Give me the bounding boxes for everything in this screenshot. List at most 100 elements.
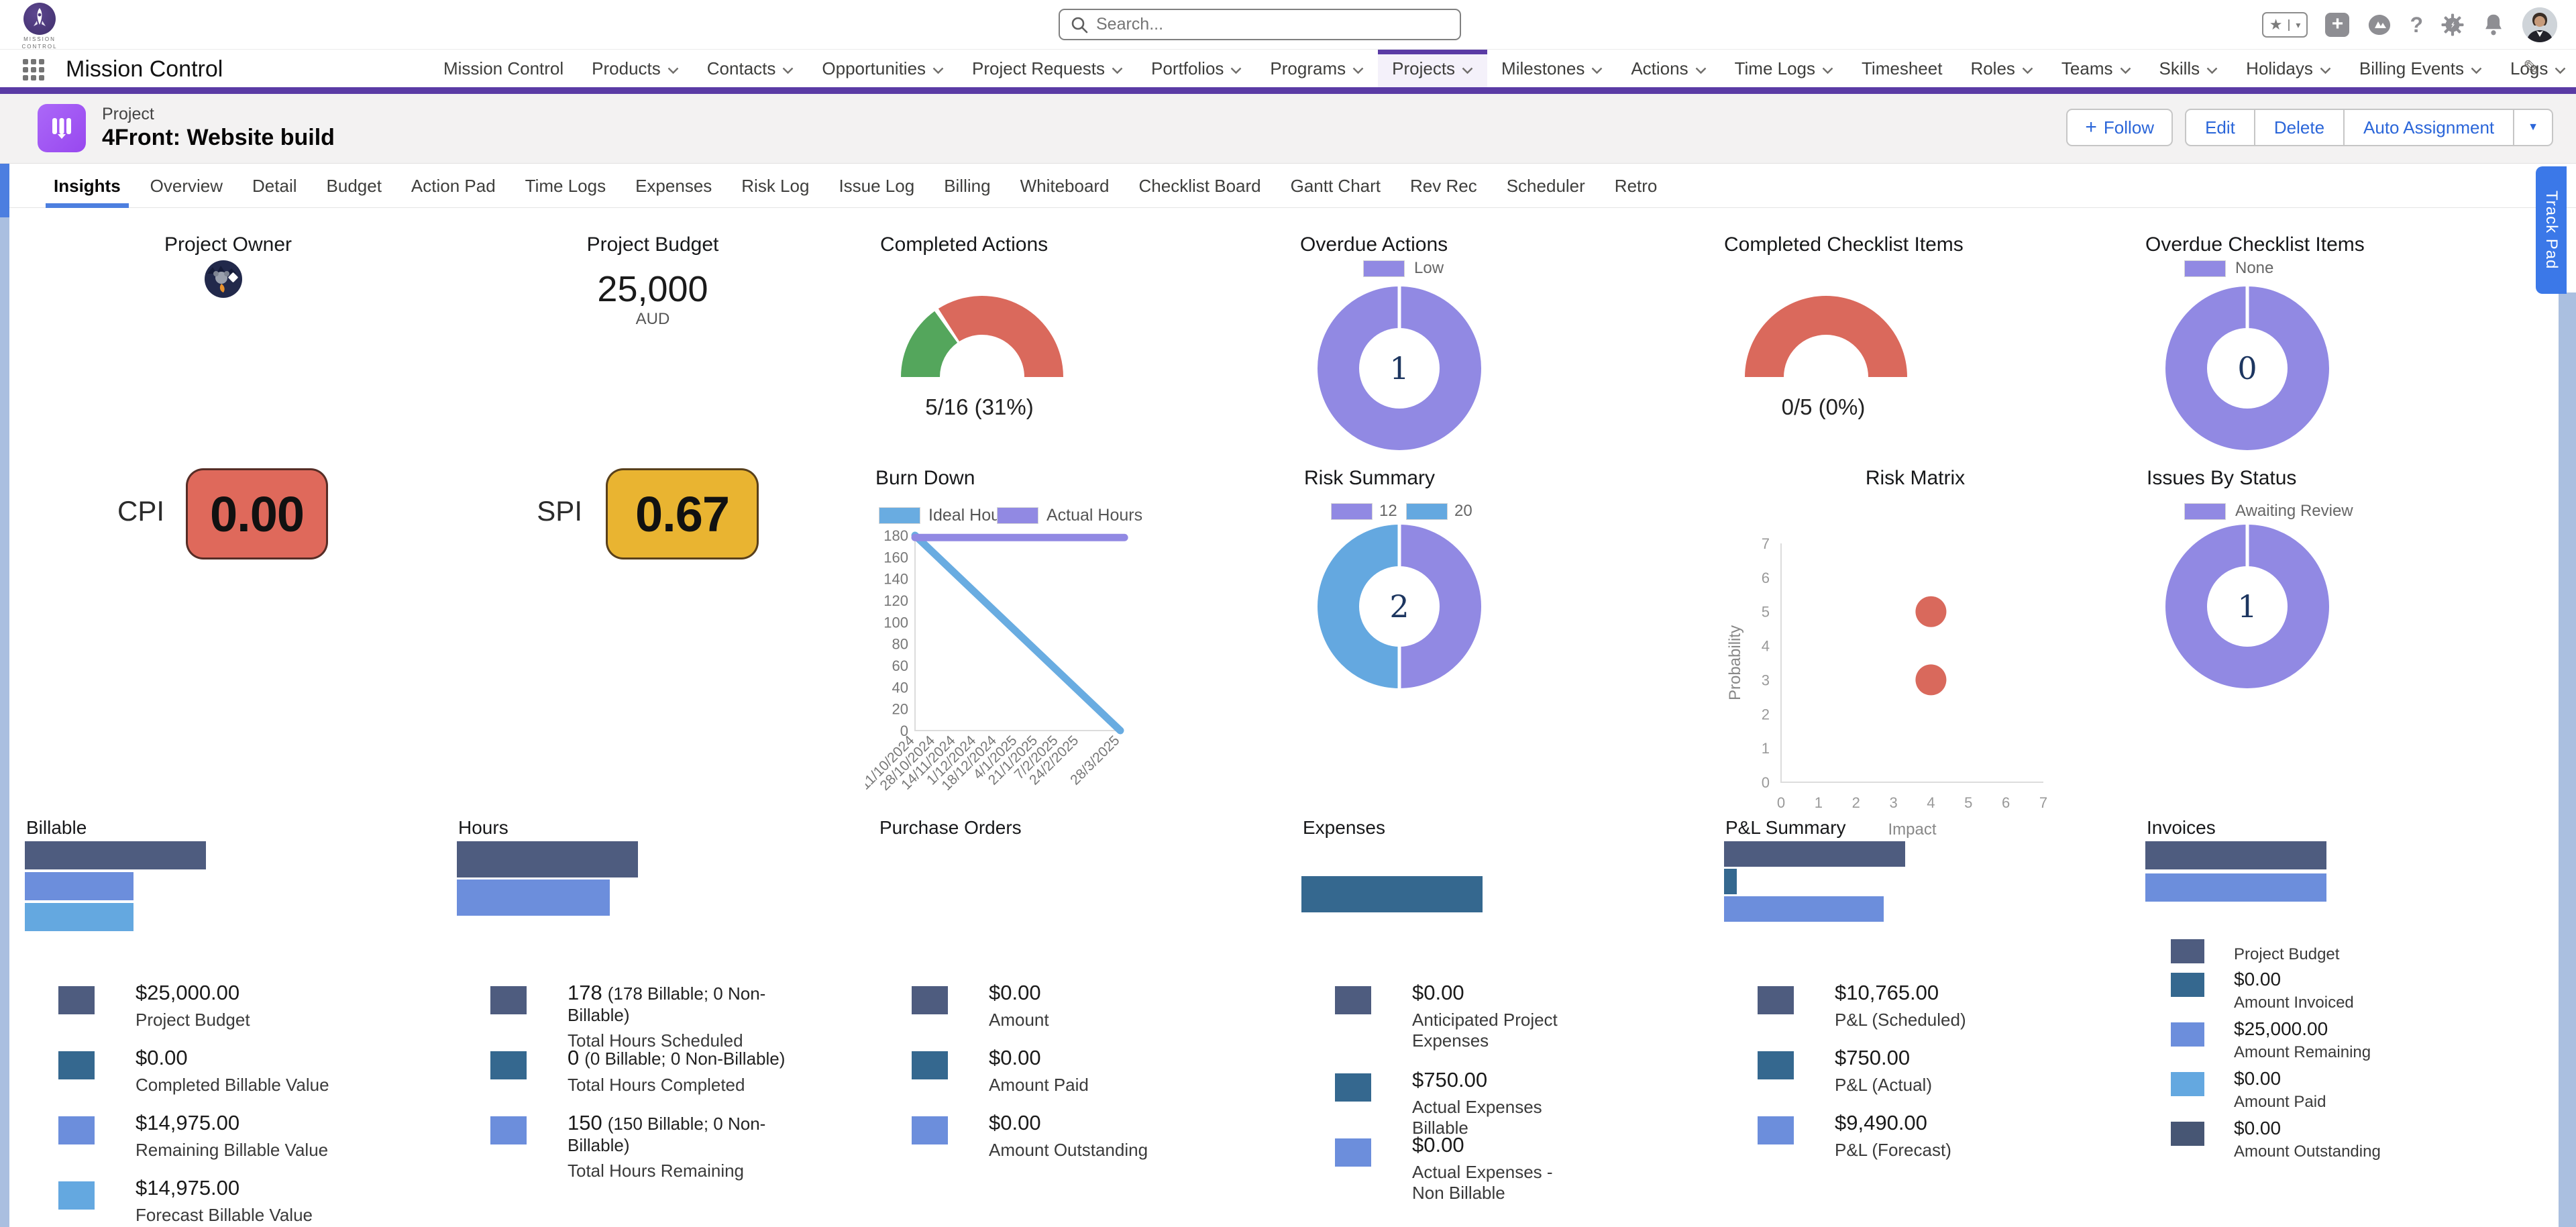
nav-item-mission-control[interactable]: Mission Control	[429, 50, 578, 87]
legend-value: 150	[568, 1111, 602, 1134]
hours-legend-item: 0 (0 Billable; 0 Non-Billable) Total Hours…	[457, 1046, 833, 1096]
notifications-bell-icon[interactable]	[2482, 13, 2505, 37]
tab-gantt-chart[interactable]: Gantt Chart	[1290, 175, 1381, 196]
svg-text:2: 2	[1852, 794, 1860, 811]
hours-legend-item: 178 (178 Billable; 0 Non-Billable) Total H…	[457, 981, 833, 1051]
nav-item-project-requests[interactable]: Project Requests	[958, 50, 1137, 87]
tab-issue-log[interactable]: Issue Log	[839, 175, 915, 196]
legend-label: Amount	[989, 1010, 1049, 1030]
billable-legend-item: $25,000.00 Project Budget	[25, 981, 400, 1030]
purchase-orders-legend-item: $0.00 Amount	[878, 981, 1254, 1030]
nav-item-roles[interactable]: Roles	[1956, 50, 2047, 87]
nav-item-billing-events[interactable]: Billing Events	[2345, 50, 2496, 87]
svg-text:100: 100	[883, 614, 908, 631]
tab-overview[interactable]: Overview	[150, 175, 223, 196]
global-actions-icon[interactable]: +	[2325, 13, 2350, 37]
edit-button[interactable]: Edit	[2205, 117, 2235, 138]
nav-item-programs[interactable]: Programs	[1256, 50, 1378, 87]
nav-item-teams[interactable]: Teams	[2047, 50, 2145, 87]
record-action-group: Edit Delete Auto Assignment ▼	[2185, 109, 2553, 146]
chevron-down-icon	[1591, 58, 1603, 79]
nav-item-products[interactable]: Products	[578, 50, 693, 87]
favorites-control[interactable]: ★ ▾	[2261, 12, 2308, 38]
nav-item-skills[interactable]: Skills	[2145, 50, 2233, 87]
plus-icon: +	[2085, 116, 2097, 138]
expenses-legend-item: $0.00 Actual Expenses - Non Billable	[1301, 1133, 1677, 1204]
more-actions-caret[interactable]: ▼	[2513, 110, 2552, 145]
right-scrollbar-strip[interactable]	[2559, 292, 2576, 1227]
pnl-summary-legend-item: $10,765.00 P&L (Scheduled)	[1724, 981, 2100, 1030]
completed-checklist-label: 0/5 (0%)	[1781, 394, 1866, 419]
tab-rev-rec[interactable]: Rev Rec	[1410, 175, 1477, 196]
trailhead-icon[interactable]	[2367, 13, 2392, 36]
setup-gear-icon[interactable]	[2440, 13, 2465, 37]
legend-value: $9,490.00	[1835, 1111, 1927, 1134]
search-input[interactable]	[1096, 15, 1432, 34]
nav-item-time-logs[interactable]: Time Logs	[1721, 50, 1847, 87]
tab-risk-log[interactable]: Risk Log	[741, 175, 810, 196]
delete-button[interactable]: Delete	[2253, 110, 2343, 145]
project-record-icon	[38, 104, 86, 152]
svg-text:80: 80	[892, 636, 908, 653]
svg-text:Probability: Probability	[1726, 625, 1744, 700]
hours-bars	[457, 841, 638, 918]
tab-checklist-board[interactable]: Checklist Board	[1138, 175, 1261, 196]
global-search[interactable]	[1059, 9, 1461, 40]
nav-item-contacts[interactable]: Contacts	[693, 50, 808, 87]
risk-matrix-title: Risk Matrix	[1865, 467, 1966, 489]
mission-control-logo[interactable]: MISSION CONTROL	[16, 3, 63, 50]
edit-nav-pencil-icon[interactable]: ✎	[2522, 57, 2540, 79]
nav-item-timesheet[interactable]: Timesheet	[1847, 50, 1956, 87]
legend-swatch	[2171, 973, 2204, 997]
tab-whiteboard[interactable]: Whiteboard	[1020, 175, 1110, 196]
nav-item-actions[interactable]: Actions	[1617, 50, 1720, 87]
auto-assignment-button[interactable]: Auto Assignment	[2343, 110, 2513, 145]
tab-scheduler[interactable]: Scheduler	[1506, 175, 1585, 196]
tab-action-pad[interactable]: Action Pad	[411, 175, 496, 196]
overdue-checklist-title: Overdue Checklist Items	[2145, 233, 2365, 256]
invoices-bar-amount-remaining	[2145, 873, 2326, 902]
issues-legend-label: Awaiting Review	[2235, 502, 2353, 520]
legend-value: $0.00	[1412, 981, 1464, 1004]
legend-label: P&L (Forecast)	[1835, 1140, 1951, 1160]
left-edge-strip-highlight	[0, 164, 9, 217]
nav-item-milestones[interactable]: Milestones	[1487, 50, 1617, 87]
nav-item-opportunities[interactable]: Opportunities	[808, 50, 958, 87]
nav-item-portfolios[interactable]: Portfolios	[1137, 50, 1256, 87]
hours-legend-item: 150 (150 Billable; 0 Non-Billable) Total H…	[457, 1111, 833, 1181]
app-launcher-icon[interactable]	[23, 59, 44, 81]
tab-billing[interactable]: Billing	[944, 175, 991, 196]
nav-item-label: Skills	[2159, 58, 2200, 78]
completed-checklist-gauge	[1744, 294, 1908, 383]
chevron-down-icon	[2022, 58, 2033, 79]
favorites-dropdown-icon[interactable]: ▾	[2288, 19, 2306, 31]
tab-retro[interactable]: Retro	[1614, 175, 1658, 196]
nav-item-projects[interactable]: Projects	[1378, 50, 1488, 87]
tab-expenses[interactable]: Expenses	[635, 175, 712, 196]
favorite-star-icon[interactable]: ★	[2269, 16, 2283, 33]
search-icon	[1071, 17, 1088, 33]
project-owner-title: Project Owner	[164, 233, 292, 256]
svg-text:140: 140	[883, 571, 908, 588]
user-avatar[interactable]	[2522, 7, 2557, 42]
tab-insights[interactable]: Insights	[39, 164, 136, 208]
legend-label: Completed Billable Value	[136, 1075, 329, 1095]
svg-text:0: 0	[1777, 794, 1785, 811]
legend-swatch	[490, 1051, 527, 1079]
project-owner-avatar[interactable]	[205, 260, 242, 301]
chevron-down-icon	[2471, 58, 2482, 79]
tab-time-logs[interactable]: Time Logs	[525, 175, 606, 196]
track-pad-tab[interactable]: Track Pad	[2536, 166, 2567, 294]
nav-item-logs[interactable]: Logs	[2496, 50, 2576, 87]
help-icon[interactable]: ?	[2410, 12, 2423, 37]
nav-item-holidays[interactable]: Holidays	[2232, 50, 2345, 87]
legend-value: $0.00	[2234, 1118, 2282, 1138]
legend-detail: (150 Billable; 0 Non-Billable)	[568, 1114, 766, 1155]
tab-detail[interactable]: Detail	[252, 175, 297, 196]
completed-actions-gauge	[900, 294, 1064, 383]
overdue-actions-legend-swatch	[1363, 260, 1405, 277]
legend-swatch	[490, 986, 527, 1014]
follow-button[interactable]: + Follow	[2066, 109, 2174, 146]
nav-item-label: Programs	[1270, 58, 1346, 78]
tab-budget[interactable]: Budget	[326, 175, 382, 196]
